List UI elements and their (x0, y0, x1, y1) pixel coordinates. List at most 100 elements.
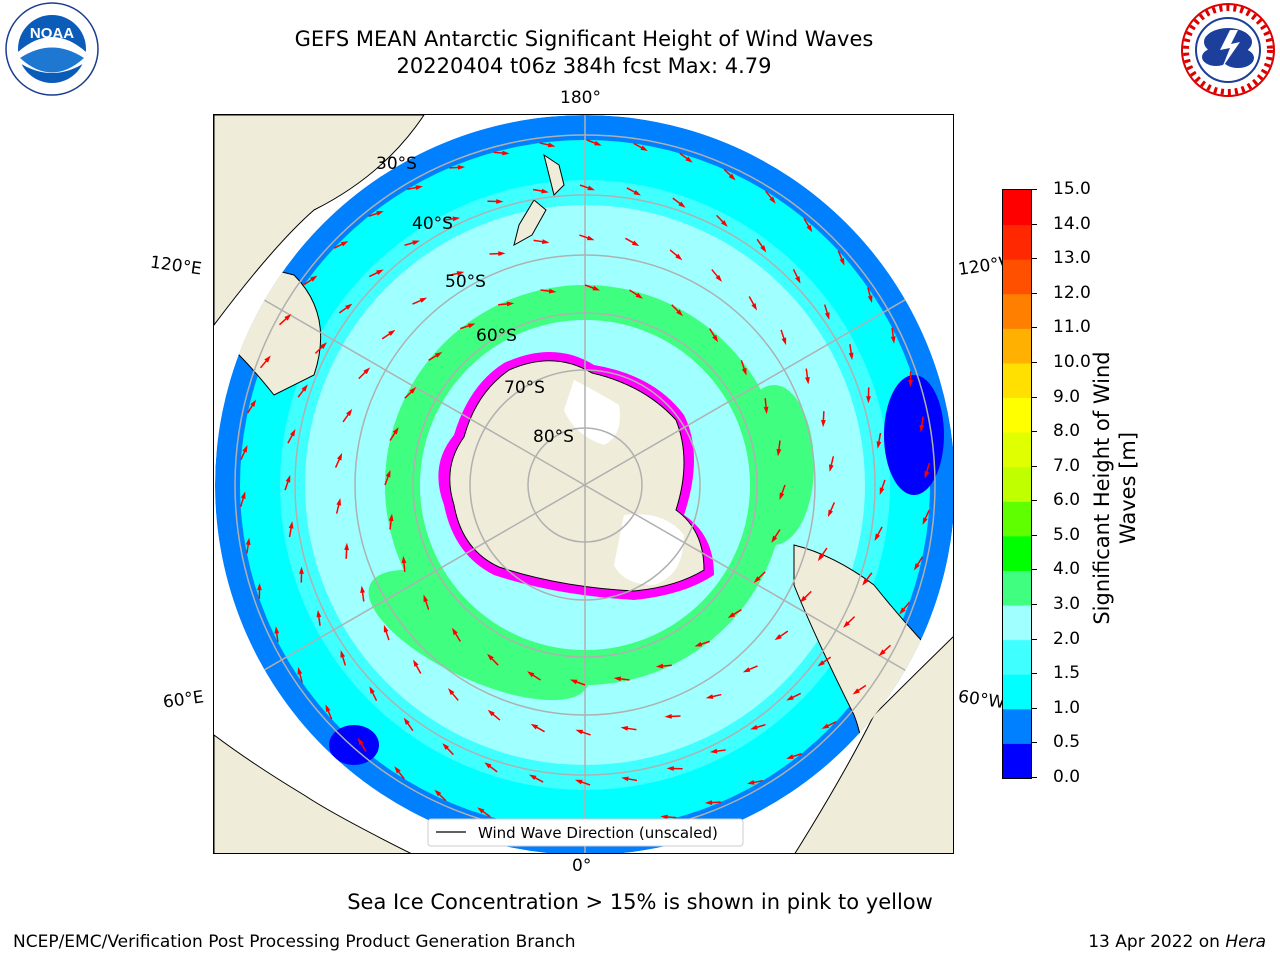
wind-wave-arrows (239, 139, 931, 831)
colorbar-tick-label: 6.0 (1053, 490, 1081, 511)
wave-direction-arrowhead (919, 424, 925, 433)
colorbar-swatch (1003, 466, 1031, 502)
wave-direction-arrowhead (678, 201, 686, 208)
lat-label-40s: 40°S (412, 214, 453, 234)
wave-direction-arrowhead (529, 774, 537, 781)
wave-direction-arrowhead (655, 663, 664, 669)
colorbar-tick-mark (1031, 223, 1037, 225)
colorbar-tick-label: 7.0 (1053, 455, 1081, 476)
colorbar-tick-mark (1031, 638, 1037, 640)
colorbar-tick-mark (1031, 777, 1037, 778)
wave-direction-arrowhead (799, 595, 807, 603)
wave-direction-arrowhead (484, 762, 492, 769)
colorbar-tick-label: 5.0 (1053, 524, 1081, 545)
noaa-logo: NOAA (2, 2, 102, 97)
wave-direction-arrowhead (376, 211, 384, 216)
wave-direction-arrowhead (388, 329, 396, 336)
wave-direction-arrowhead (409, 387, 417, 394)
wave-direction-arrowhead (376, 269, 384, 275)
wave-direction-arrowhead (274, 626, 280, 634)
wave-direction-arrowhead (640, 145, 648, 152)
colorbar-swatch (1003, 328, 1031, 364)
wave-direction-arrowhead (763, 406, 769, 415)
wave-direction-arrowhead (487, 653, 494, 661)
wave-direction-arrowhead (245, 537, 251, 546)
wave-direction-arrowhead (666, 766, 674, 771)
wave-direction-arrowhead (866, 396, 871, 404)
footer-date: 13 Apr 2022 on Hera (1088, 932, 1266, 952)
colorbar-tick-mark (1031, 189, 1037, 190)
colorbar-swatch (1003, 639, 1031, 675)
wave-direction-arrowhead (360, 585, 365, 594)
colorbar-tick-mark (1031, 361, 1037, 363)
wave-direction-arrowhead (843, 620, 850, 628)
wave-direction-arrowhead (635, 292, 643, 299)
wave-direction-arrowhead (878, 649, 886, 657)
wave-direction-arrowhead (586, 235, 595, 241)
wave-direction-arrowhead (457, 164, 466, 170)
wave-direction-arrowhead (403, 717, 410, 725)
wave-direction-arrowhead (776, 448, 782, 457)
colorbar-swatch (1003, 224, 1031, 260)
lat-label-50s: 50°S (445, 272, 486, 292)
wave-direction-arrowhead (240, 491, 246, 500)
wave-direction-arrowhead (506, 301, 515, 307)
wave-direction-arrowhead (621, 776, 629, 782)
colorbar-swatch (1003, 432, 1031, 468)
wave-direction-arrowhead (922, 517, 928, 525)
wave-direction-arrowhead (751, 303, 757, 311)
wave-direction-arrowhead (434, 789, 442, 797)
wave-direction-arrowhead (771, 535, 778, 543)
colorbar-tick-label: 1.5 (1053, 663, 1081, 684)
colorbar-tick-label: 0.5 (1053, 732, 1081, 753)
wave-direction-arrowhead (750, 724, 758, 730)
wave-direction-arrowhead (592, 285, 601, 291)
wave-direction-arrowhead (477, 807, 485, 814)
noaa-logo-text: NOAA (30, 25, 74, 42)
lon-label-180: 180° (560, 88, 601, 108)
wave-direction-arrowhead (423, 594, 429, 603)
wave-direction-arrowhead (412, 240, 420, 246)
wave-direction-arrowhead (664, 714, 672, 719)
wave-direction-arrowhead (415, 185, 423, 190)
colorbar-swatch (1003, 293, 1031, 329)
wave-direction-arrowhead (685, 156, 693, 163)
colorbar-tick-label: 12.0 (1053, 282, 1091, 303)
wave-direction-arrowhead (388, 513, 394, 522)
wave-direction-arrowhead (890, 336, 896, 344)
colorbar-tick-label: 3.0 (1053, 594, 1081, 615)
wave-direction-arrowhead (250, 399, 257, 407)
wave-direction-arrowhead (712, 334, 719, 343)
wave-direction-arrowhead (587, 185, 595, 191)
wave-direction-arrowhead (852, 688, 860, 695)
colorbar-tick-mark (1031, 327, 1037, 329)
wave-direction-arrowhead (442, 743, 450, 750)
lat-label-60s: 60°S (476, 326, 517, 346)
colorbar-swatch (1003, 708, 1031, 744)
wave-direction-arrowhead (451, 627, 458, 636)
legend-label: Wind Wave Direction (unscaled) (478, 824, 718, 842)
wave-direction-arrowhead (633, 189, 641, 196)
wave-direction-arrowhead (727, 612, 736, 619)
wave-direction-arrowhead (401, 555, 407, 564)
colorbar-swatch (1003, 674, 1031, 710)
footer-credit: NCEP/EMC/Verification Post Processing Pr… (13, 932, 576, 952)
wave-direction-arrowhead (452, 216, 461, 222)
wave-direction-arrowhead (781, 337, 787, 346)
wave-direction-arrowhead (288, 521, 294, 529)
wave-direction-arrowhead (715, 274, 722, 282)
wave-direction-arrowhead (325, 704, 331, 712)
colorbar-tick-mark (1031, 673, 1037, 675)
wave-direction-arrowhead (694, 641, 703, 647)
colorbar-tick-label: 10.0 (1053, 351, 1091, 372)
wave-direction-arrowhead (741, 367, 747, 376)
colorbar-tick-mark (1031, 534, 1037, 536)
wave-direction-arrowhead (806, 224, 813, 233)
wave-direction-arrowhead (747, 780, 755, 785)
colorbar-swatch (1003, 362, 1031, 399)
wave-direction-arrowhead (547, 142, 556, 148)
wave-direction-arrowhead (924, 470, 930, 479)
colorbar-swatch (1003, 605, 1031, 641)
wave-direction-arrowhead (541, 239, 550, 244)
nws-logo (1180, 2, 1276, 98)
